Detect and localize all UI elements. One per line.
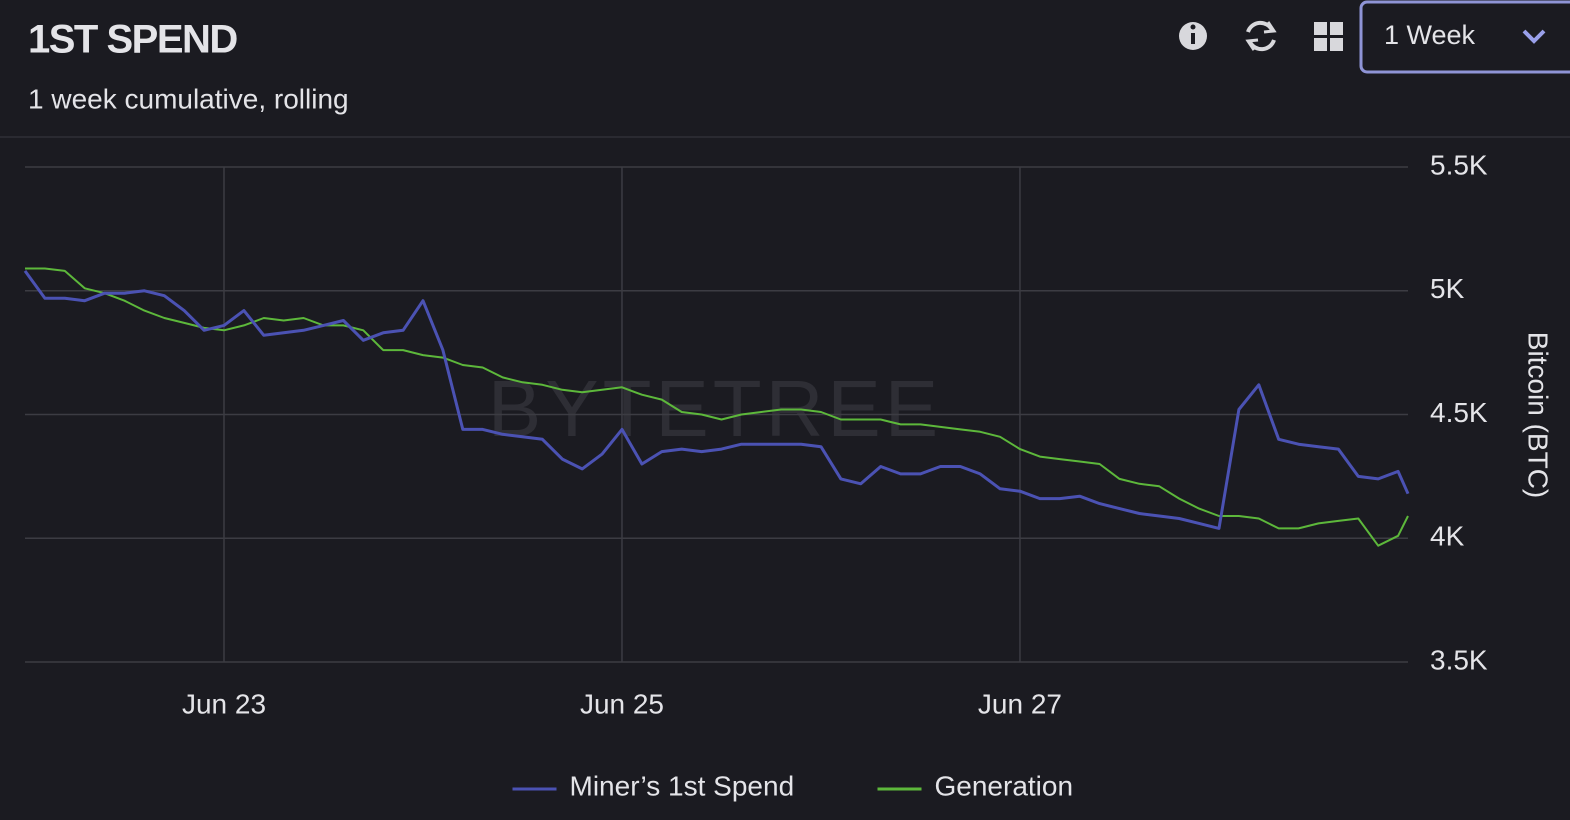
range-label: 1 Week — [1384, 20, 1476, 50]
x-tick-label: Jun 23 — [182, 688, 266, 719]
series-line — [23, 270, 1410, 530]
watermark: BYTETREE — [488, 364, 942, 453]
plot-area — [23, 267, 1410, 547]
series-line — [25, 267, 1409, 547]
refresh-button[interactable] — [1245, 20, 1277, 52]
chart-subtitle: 1 week cumulative, rolling — [28, 83, 349, 114]
legend: Miner’s 1st Spend Generation — [512, 770, 1074, 801]
legend-label: Miner’s 1st Spend — [570, 770, 795, 801]
y-axis-title: Bitcoin (BTC) — [1523, 332, 1554, 498]
y-tick-label: 3.5K — [1430, 644, 1488, 675]
info-button[interactable] — [1179, 22, 1207, 50]
x-tick-label: Jun 25 — [580, 688, 664, 719]
y-tick-label: 5K — [1430, 273, 1465, 304]
y-tick-label: 4K — [1430, 521, 1465, 552]
chart-title: 1ST SPEND — [28, 18, 237, 62]
grid: 3.5K 4K 4.5K 5K 5.5K Jun 23 Jun 25 Jun 27 — [25, 149, 1488, 719]
y-tick-label: 4.5K — [1430, 397, 1488, 428]
layout-button[interactable] — [1314, 22, 1343, 51]
x-tick-label: Jun 27 — [978, 688, 1062, 719]
legend-label: Generation — [935, 770, 1074, 801]
range-dropdown[interactable]: 1 Week — [1359, 0, 1570, 74]
y-tick-label: 5.5K — [1430, 149, 1488, 180]
